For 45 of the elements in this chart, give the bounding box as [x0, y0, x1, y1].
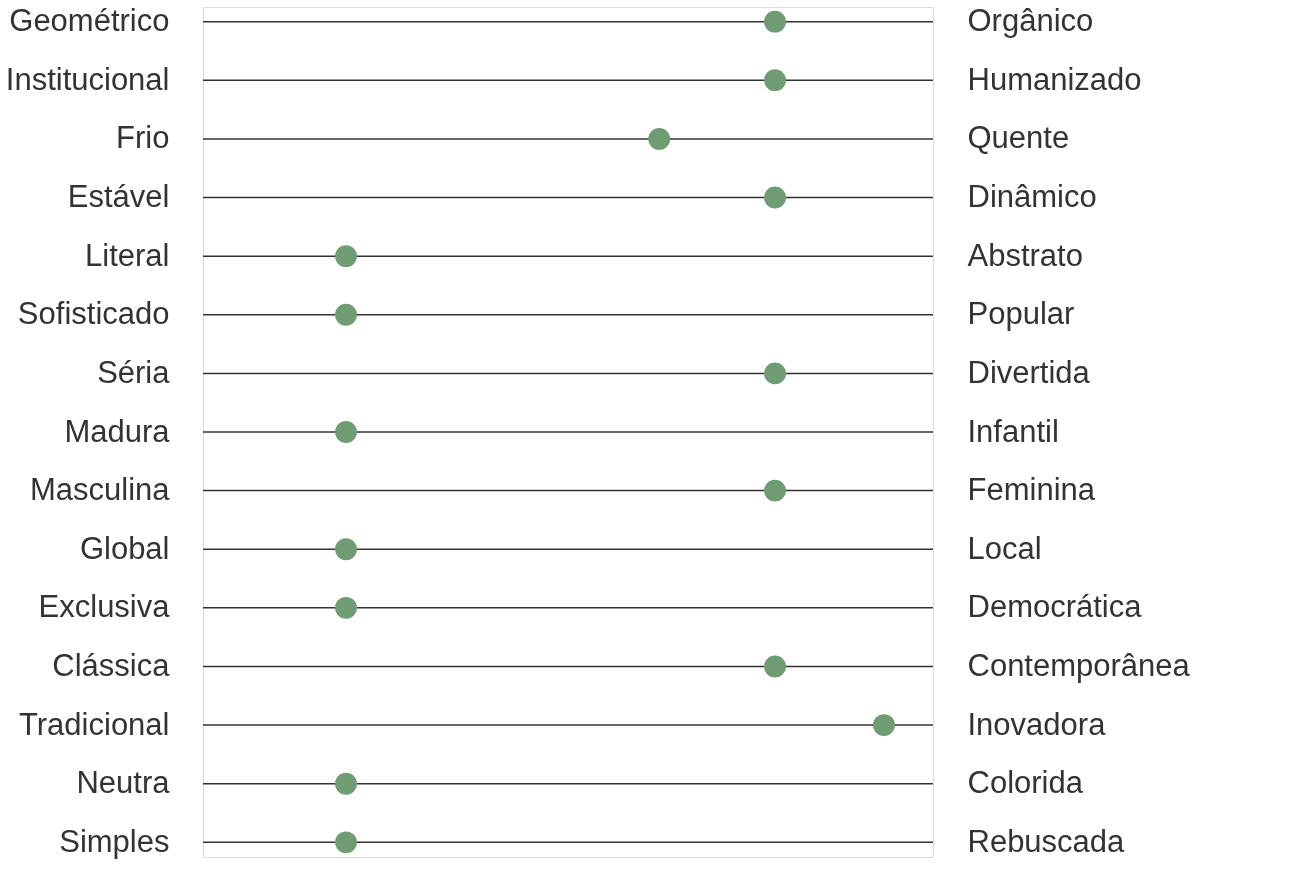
point [764, 69, 786, 92]
point [335, 421, 357, 443]
point [764, 479, 786, 502]
y-tick-label: Masculina [29, 472, 171, 508]
y2-tick-label: Orgânico [967, 3, 1094, 39]
point [764, 10, 786, 33]
point [873, 714, 895, 737]
y2-tick-label: Democrática [967, 589, 1143, 625]
y-tick-label: Frio [116, 120, 170, 156]
point [335, 245, 357, 268]
y2-tick-label: Inovadora [967, 706, 1107, 742]
point [335, 538, 357, 561]
y2-tick-label: Infantil [967, 413, 1059, 449]
point [335, 772, 357, 795]
y2-tick-label: Feminina [967, 472, 1096, 508]
point [764, 186, 786, 209]
y-tick-label: Simples [59, 823, 170, 859]
y-tick-label: Clássica [52, 647, 171, 683]
point [335, 303, 357, 326]
y-tick-label: Global [79, 530, 170, 566]
y2-tick-label: Local [967, 530, 1042, 566]
y-tick-label: Madura [64, 413, 171, 449]
point [764, 655, 786, 678]
y2-tick-label: Abstrato [967, 237, 1083, 273]
y-tick-label: Geométrico [9, 3, 170, 39]
y-tick-label: Estável [67, 179, 170, 215]
y2-tick-label: Popular [967, 296, 1075, 332]
y2-tick-label: Colorida [967, 765, 1084, 801]
y-tick-label: Tradicional [19, 706, 170, 742]
point [335, 831, 357, 854]
y-tick-label: Institucional [5, 61, 170, 97]
y-tick-label: Neutra [76, 765, 171, 801]
y2-tick-label: Rebuscada [967, 823, 1126, 859]
y-tick-label: Séria [97, 354, 171, 390]
y2-tick-label: Dinâmico [967, 179, 1097, 215]
y2-tick-label: Humanizado [967, 61, 1142, 97]
y-tick-label: Exclusiva [38, 589, 171, 625]
point [764, 362, 786, 385]
y-tick-label: Literal [85, 237, 170, 273]
y2-tick-label: Divertida [967, 354, 1091, 390]
point [335, 596, 357, 619]
y-tick-label: Sofisticado [17, 296, 170, 332]
y2-tick-label: Quente [967, 120, 1070, 156]
point [648, 127, 671, 150]
y2-tick-label: Contemporânea [967, 647, 1191, 683]
